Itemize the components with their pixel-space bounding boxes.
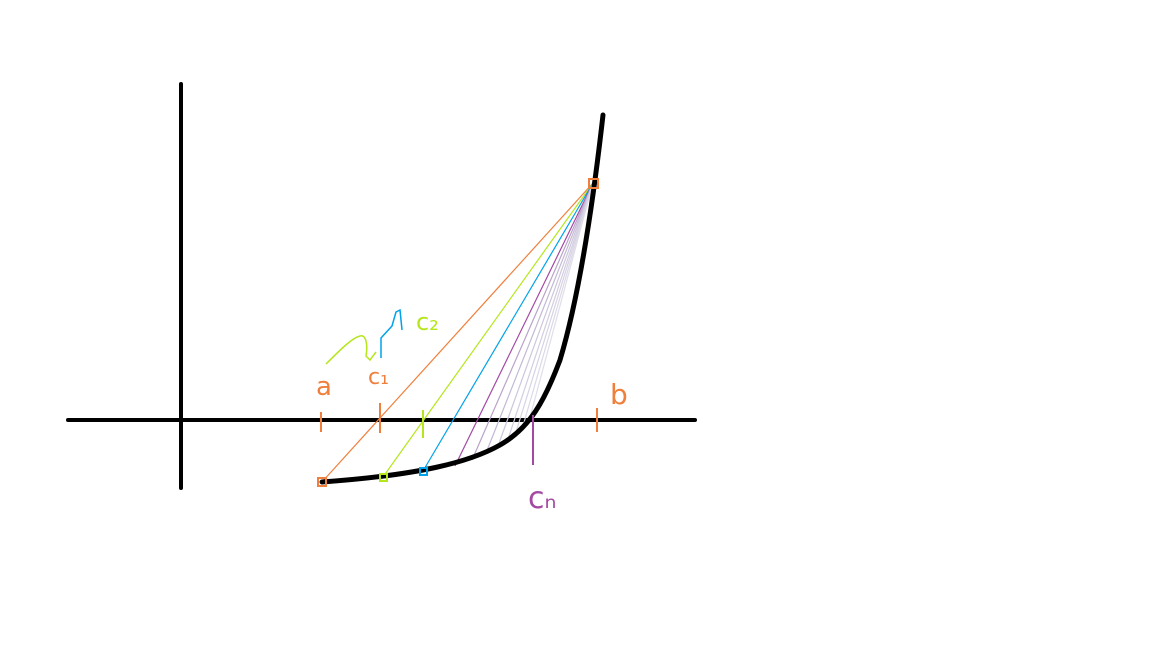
function-curve xyxy=(322,115,603,482)
label-c1: c₁ xyxy=(368,365,389,390)
secant-5 xyxy=(486,183,593,453)
secant-c1 xyxy=(383,183,593,477)
label-cn: cₙ xyxy=(528,481,556,516)
label-a: a xyxy=(316,372,332,402)
arrow-shape xyxy=(326,336,376,364)
secant-lines xyxy=(322,183,593,482)
label-b: b xyxy=(610,378,628,411)
arrow-tip-shape xyxy=(381,310,402,358)
secant-6 xyxy=(498,183,593,446)
secant-7 xyxy=(508,183,593,439)
secant-8 xyxy=(516,183,593,432)
label-c2: c₂ xyxy=(416,308,439,336)
